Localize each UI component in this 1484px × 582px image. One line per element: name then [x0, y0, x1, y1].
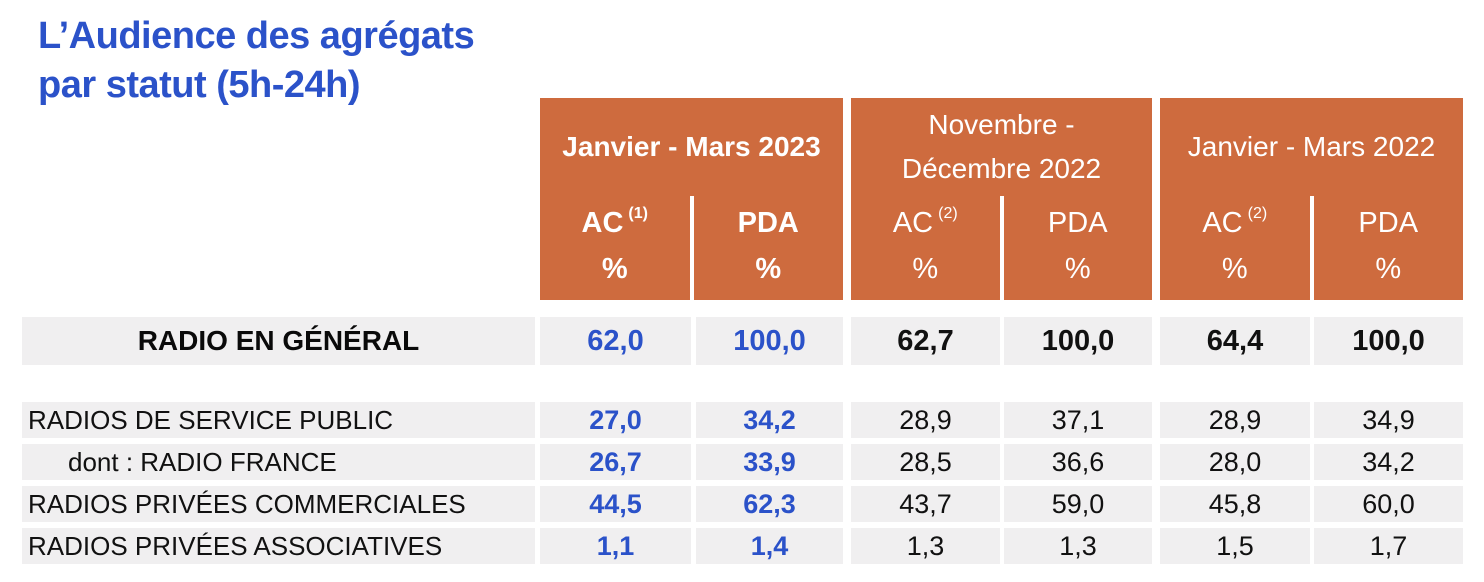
value-cell: 45,8	[1160, 486, 1310, 522]
header-group-novembre-decembre-2022: Novembre - Décembre 2022 AC (2) % PDA %	[851, 98, 1152, 300]
pda-label: PDA	[1047, 207, 1108, 239]
period-label: Janvier - Mars 2023	[562, 130, 821, 162]
page-title-line2: par statut (5h-24h)	[38, 64, 360, 106]
row-label: RADIOS DE SERVICE PUBLIC	[22, 402, 535, 438]
table-row-privees-commerciales: RADIOS PRIVÉES COMMERCIALES 44,5 62,3 43…	[22, 486, 1463, 522]
value-cell: 62,3	[696, 486, 843, 522]
page-title-line1: L’Audience des agrégats	[38, 15, 475, 57]
value-cell: 1,4	[696, 528, 843, 564]
header-group-janvier-mars-2022: Janvier - Mars 2022 AC (2) % PDA %	[1160, 98, 1463, 300]
value-cell: 27,0	[540, 402, 691, 438]
value-cell: 1,1	[540, 528, 691, 564]
row-label: dont : RADIO FRANCE	[22, 444, 535, 480]
value-cell: 100,0	[696, 317, 843, 365]
ac-footnote-marker: (1)	[628, 205, 648, 222]
period-label: Janvier - Mars 2022	[1187, 130, 1436, 162]
table-row-radio-en-general: RADIO EN GÉNÉRAL 62,0 100,0 62,7 100,0 6…	[22, 317, 1463, 365]
header-group-janvier-mars-2023: Janvier - Mars 2023 AC (1) % PDA %	[540, 98, 843, 300]
ac-footnote-marker: (2)	[938, 205, 958, 222]
value-cell: 59,0	[1004, 486, 1152, 522]
subheader-pda: PDA %	[1004, 195, 1153, 300]
value-cell: 28,0	[1160, 444, 1310, 480]
value-cell: 1,3	[851, 528, 1000, 564]
table-body: RADIOS DE SERVICE PUBLIC 27,0 34,2 28,9 …	[22, 402, 1463, 564]
value-cell: 34,9	[1314, 402, 1463, 438]
percent-label: %	[755, 253, 782, 285]
table-row-privees-associatives: RADIOS PRIVÉES ASSOCIATIVES 1,1 1,4 1,3 …	[22, 528, 1463, 564]
value-cell: 1,3	[1004, 528, 1152, 564]
value-cell: 60,0	[1314, 486, 1463, 522]
column-divider	[999, 196, 1004, 300]
column-divider	[1309, 196, 1314, 300]
row-label: RADIOS PRIVÉES COMMERCIALES	[22, 486, 535, 522]
ac-footnote-marker: (2)	[1247, 205, 1268, 222]
pda-label: PDA	[1358, 207, 1419, 239]
percent-label: %	[1221, 253, 1248, 285]
value-cell: 28,9	[851, 402, 1000, 438]
audience-table: Janvier - Mars 2023 AC (1) % PDA % Novemb…	[22, 98, 1463, 564]
subheader-pda: PDA %	[694, 195, 844, 300]
table-header: Janvier - Mars 2023 AC (1) % PDA % Novemb…	[22, 98, 1463, 300]
value-cell: 43,7	[851, 486, 1000, 522]
percent-label: %	[1375, 253, 1402, 285]
page-title: L’Audience des agrégats par statut (5h-2…	[38, 12, 475, 110]
value-cell: 100,0	[1314, 317, 1463, 365]
value-cell: 34,2	[1314, 444, 1463, 480]
value-cell: 62,0	[540, 317, 691, 365]
ac-label: AC	[892, 207, 934, 239]
percent-label: %	[601, 253, 628, 285]
row-label: RADIOS PRIVÉES ASSOCIATIVES	[22, 528, 535, 564]
period-label: Novembre - Décembre 2022	[901, 108, 1102, 184]
table-row-service-public: RADIOS DE SERVICE PUBLIC 27,0 34,2 28,9 …	[22, 402, 1463, 438]
subheader-pda: PDA %	[1314, 195, 1464, 300]
value-cell: 44,5	[540, 486, 691, 522]
value-cell: 1,5	[1160, 528, 1310, 564]
value-cell: 28,9	[1160, 402, 1310, 438]
value-cell: 33,9	[696, 444, 843, 480]
row-label: RADIO EN GÉNÉRAL	[22, 317, 535, 365]
value-cell: 34,2	[696, 402, 843, 438]
value-cell: 36,6	[1004, 444, 1152, 480]
pda-label: PDA	[737, 207, 799, 239]
ac-label: AC	[1202, 207, 1243, 239]
percent-label: %	[1064, 253, 1091, 285]
subheader-ac: AC (2) %	[851, 195, 1000, 300]
value-cell: 28,5	[851, 444, 1000, 480]
table-row-radio-france: dont : RADIO FRANCE 26,7 33,9 28,5 36,6 …	[22, 444, 1463, 480]
value-cell: 100,0	[1004, 317, 1152, 365]
percent-label: %	[912, 253, 939, 285]
subheader-ac: AC (2) %	[1160, 195, 1310, 300]
value-cell: 1,7	[1314, 528, 1463, 564]
value-cell: 37,1	[1004, 402, 1152, 438]
value-cell: 26,7	[540, 444, 691, 480]
column-divider	[689, 196, 694, 300]
value-cell: 62,7	[851, 317, 1000, 365]
subheader-ac: AC (1) %	[540, 195, 690, 300]
value-cell: 64,4	[1160, 317, 1310, 365]
ac-label: AC	[581, 207, 624, 239]
